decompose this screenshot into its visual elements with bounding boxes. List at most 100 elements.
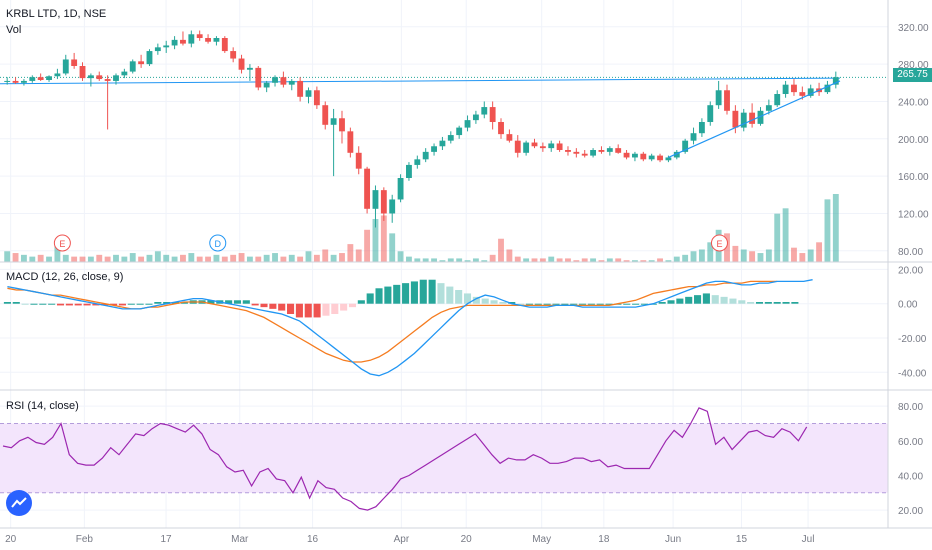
candle-body <box>673 151 680 158</box>
volume-bar <box>807 249 814 262</box>
candle-body <box>422 151 429 160</box>
candle-body <box>87 75 94 79</box>
macd-histogram-bar <box>145 303 153 305</box>
volume-bar <box>640 260 647 262</box>
macd-histogram-bar <box>791 302 799 304</box>
candle-body <box>355 152 362 169</box>
volume-bar <box>548 256 555 262</box>
x-tick-label: 18 <box>598 534 610 545</box>
volume-bar <box>414 258 421 262</box>
macd-histogram-bar <box>605 303 613 305</box>
candle-body <box>523 142 530 153</box>
event-label: E <box>59 239 65 249</box>
volume-bar <box>380 215 387 262</box>
macd-histogram-bar <box>225 300 233 304</box>
macd-histogram-bar <box>410 281 418 304</box>
x-tick-label: Apr <box>394 534 410 545</box>
macd-histogram-bar <box>331 303 339 314</box>
volume-bar <box>87 256 94 262</box>
macd-y-tick-label: -40.00 <box>898 368 927 379</box>
macd-histogram-bar <box>596 303 604 305</box>
macd-histogram-bar <box>393 284 401 304</box>
event-marker[interactable]: E <box>53 234 71 252</box>
volume-bar <box>104 256 111 262</box>
candle-body <box>246 67 253 70</box>
candle-body <box>364 168 371 209</box>
macd-histogram-bar <box>419 279 427 304</box>
volume-bar <box>481 260 488 262</box>
x-tick-label: 15 <box>736 534 748 545</box>
volume-bar <box>272 253 278 262</box>
macd-histogram-bar <box>472 296 480 304</box>
macd-histogram-bar <box>508 302 516 304</box>
candle-body <box>431 146 437 152</box>
candle-body <box>280 77 287 85</box>
volume-bar <box>724 233 730 262</box>
candle-body <box>590 150 597 156</box>
volume-bar <box>531 258 538 262</box>
macd-histogram-bar <box>384 286 392 304</box>
volume-bar <box>832 194 839 262</box>
volume-bar <box>46 256 52 262</box>
candle-body <box>205 38 211 42</box>
macd-histogram-bar <box>48 303 56 305</box>
volume-bar <box>71 256 78 262</box>
candle-body <box>230 51 237 59</box>
price-y-tick-label: 320.00 <box>898 23 929 34</box>
macd-histogram-bar <box>207 300 215 304</box>
macd-histogram-bar <box>92 303 100 306</box>
volume-bar <box>615 258 622 262</box>
macd-signal-line <box>7 280 778 363</box>
candle-body <box>121 71 128 76</box>
macd-histogram-bar <box>304 303 312 318</box>
candle-body <box>414 159 421 165</box>
candle-body <box>615 148 622 153</box>
volume-bar <box>372 219 379 262</box>
chart-title: KRBL LTD, 1D, NSE <box>6 8 107 20</box>
candle-body <box>447 135 454 141</box>
x-tick-label: 20 <box>461 534 473 545</box>
macd-histogram-bar <box>278 303 286 311</box>
rsi-line <box>2 407 808 511</box>
rsi-y-tick-label: 20.00 <box>898 506 923 517</box>
volume-bar <box>539 258 546 262</box>
volume-bar <box>431 258 437 262</box>
volume-bar <box>657 258 663 262</box>
panel-separators <box>0 0 932 529</box>
volume-bar <box>330 254 337 262</box>
macd-histogram-bar <box>251 303 259 306</box>
volume-bar <box>280 256 287 262</box>
volume-legend: Vol <box>6 24 22 36</box>
volume-bar <box>255 256 262 262</box>
event-marker[interactable]: E <box>710 234 728 252</box>
macd-histogram-bar <box>287 303 295 314</box>
volume-bar <box>782 208 789 262</box>
volume-bar <box>180 254 186 262</box>
event-label: D <box>215 239 222 249</box>
volume-bar <box>632 260 638 262</box>
candle-body <box>180 39 186 44</box>
candle-body <box>573 151 580 154</box>
macd-histogram-bar <box>154 302 162 304</box>
macd-histogram-bar <box>623 303 631 305</box>
macd-histogram-bar <box>755 302 764 304</box>
macd-histogram-bar <box>543 303 551 305</box>
candle-body <box>288 80 295 85</box>
macd-histogram-bar <box>773 302 781 304</box>
macd-histogram-bar <box>295 303 303 318</box>
candle-body <box>37 77 44 80</box>
macd-histogram-bar <box>499 302 507 304</box>
tradingview-logo-icon[interactable] <box>6 490 32 516</box>
macd-histogram-bar <box>110 303 118 306</box>
macd-histogram-bar <box>260 303 268 308</box>
candle-body <box>322 105 329 125</box>
volume-bar <box>146 254 153 262</box>
macd-histogram-bar <box>632 303 640 305</box>
event-marker[interactable]: D <box>209 234 227 252</box>
candle-body <box>439 140 446 147</box>
volume-bar <box>288 254 295 262</box>
price-y-tick-label: 280.00 <box>898 60 929 71</box>
x-tick-label: Mar <box>231 534 249 545</box>
